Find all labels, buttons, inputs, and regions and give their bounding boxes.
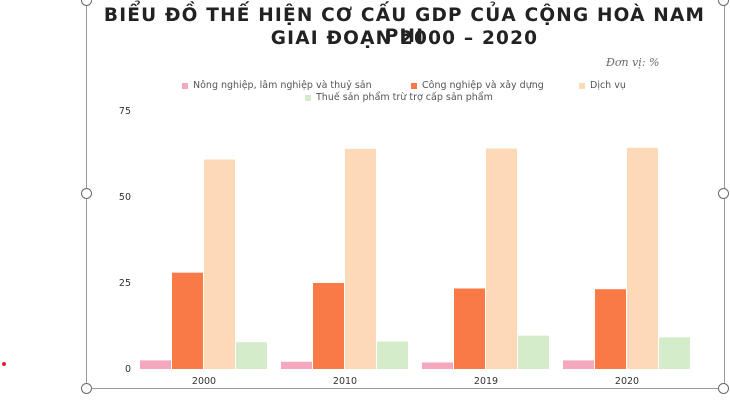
bar-2000-series-1 (172, 272, 203, 369)
legend-label-taxes: Thuế sản phẩm trừ trợ cấp sản phẩm (316, 92, 493, 103)
y-tick-label: 0 (125, 364, 131, 375)
chart-title-line1: BIỂU ĐỒ THẾ HIỆN CƠ CẤU GDP CỦA CỘNG HOÀ… (103, 5, 706, 47)
bar-2000-series-0 (140, 360, 171, 369)
legend-swatch-taxes (305, 94, 311, 101)
y-tick-label: 50 (119, 192, 131, 203)
resize-handle-middle-right[interactable] (718, 188, 729, 199)
legend-item-agriculture: Nông nghiệp, lâm nghiệp và thuỷ sản (182, 80, 372, 91)
resize-handle-bottom-right[interactable] (718, 383, 729, 394)
bar-2020-series-2 (627, 147, 658, 369)
bar-2020-series-3 (659, 337, 690, 369)
legend-label-services: Dịch vụ (590, 80, 626, 91)
legend-item-services: Dịch vụ (579, 80, 626, 91)
resize-handle-middle-left[interactable] (81, 188, 92, 199)
bar-2010-series-2 (345, 148, 376, 369)
x-tick-label: 2000 (192, 376, 216, 387)
legend-label-industry: Công nghiệp và xây dựng (422, 80, 544, 91)
bar-2010-series-0 (281, 361, 312, 369)
x-tick-label: 2010 (333, 376, 357, 387)
bar-2020-series-0 (563, 360, 594, 369)
legend-item-taxes: Thuế sản phẩm trừ trợ cấp sản phẩm (305, 92, 493, 103)
legend-label-agriculture: Nông nghiệp, lâm nghiệp và thuỷ sản (193, 80, 372, 91)
bar-2000-series-3 (236, 342, 267, 369)
y-tick-label: 25 (119, 278, 131, 289)
bar-2019-series-3 (518, 335, 549, 369)
bar-2000-series-2 (204, 159, 235, 369)
y-tick-label: 75 (119, 106, 131, 117)
bar-2019-series-2 (486, 148, 517, 369)
x-tick-label: 2019 (474, 376, 498, 387)
unit-label: Đơn vị: % (606, 56, 660, 69)
bar-2020-series-1 (595, 289, 626, 369)
chart-title-line2: GIAI ĐOẠN 2000 – 2020 (270, 28, 539, 49)
legend-swatch-industry (411, 82, 417, 89)
resize-handle-bottom-left[interactable] (81, 383, 92, 394)
bar-2019-series-0 (422, 362, 453, 369)
legend-swatch-agriculture (182, 82, 188, 89)
legend-item-industry: Công nghiệp và xây dựng (411, 80, 544, 91)
legend-swatch-services (579, 82, 585, 89)
red-marker (2, 362, 6, 366)
bar-2019-series-1 (454, 288, 485, 369)
x-tick-label: 2020 (615, 376, 639, 387)
bar-2010-series-3 (377, 341, 408, 369)
bar-2010-series-1 (313, 283, 344, 369)
